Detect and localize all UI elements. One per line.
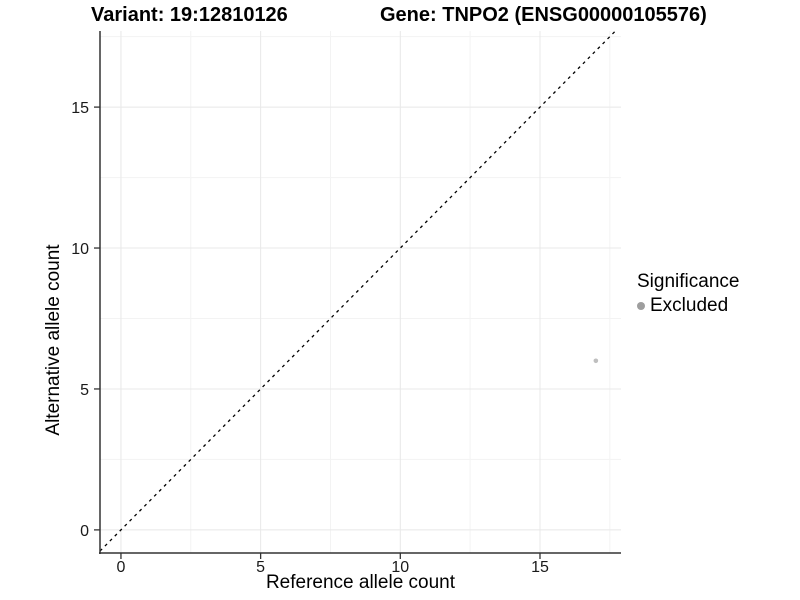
identity-dashed-line	[99, 30, 616, 552]
legend-title: Significance	[637, 271, 740, 292]
x-axis-title: Reference allele count	[265, 572, 456, 593]
y-tick-label: 5	[80, 382, 89, 399]
x-tick-label: 0	[116, 559, 125, 576]
y-tick-label: 10	[71, 241, 89, 258]
legend-item-excluded: Excluded	[637, 295, 739, 317]
data-point	[593, 358, 599, 364]
legend-item-label: Excluded	[650, 295, 729, 316]
x-tick-label: 5	[256, 559, 265, 576]
y-tick-label: 15	[71, 100, 89, 117]
excluded-point-icon	[637, 302, 645, 310]
x-tick-label: 15	[531, 559, 549, 576]
variant-title: Variant: 19:12810126	[91, 4, 288, 26]
x-tick-label: 10	[391, 559, 409, 576]
gene-title: Gene: TNPO2 (ENSG00000105576)	[380, 4, 707, 26]
y-axis-title: Alternative allele count	[43, 244, 64, 436]
y-tick-label: 0	[80, 523, 89, 540]
legend: Significance Excluded	[637, 271, 739, 317]
